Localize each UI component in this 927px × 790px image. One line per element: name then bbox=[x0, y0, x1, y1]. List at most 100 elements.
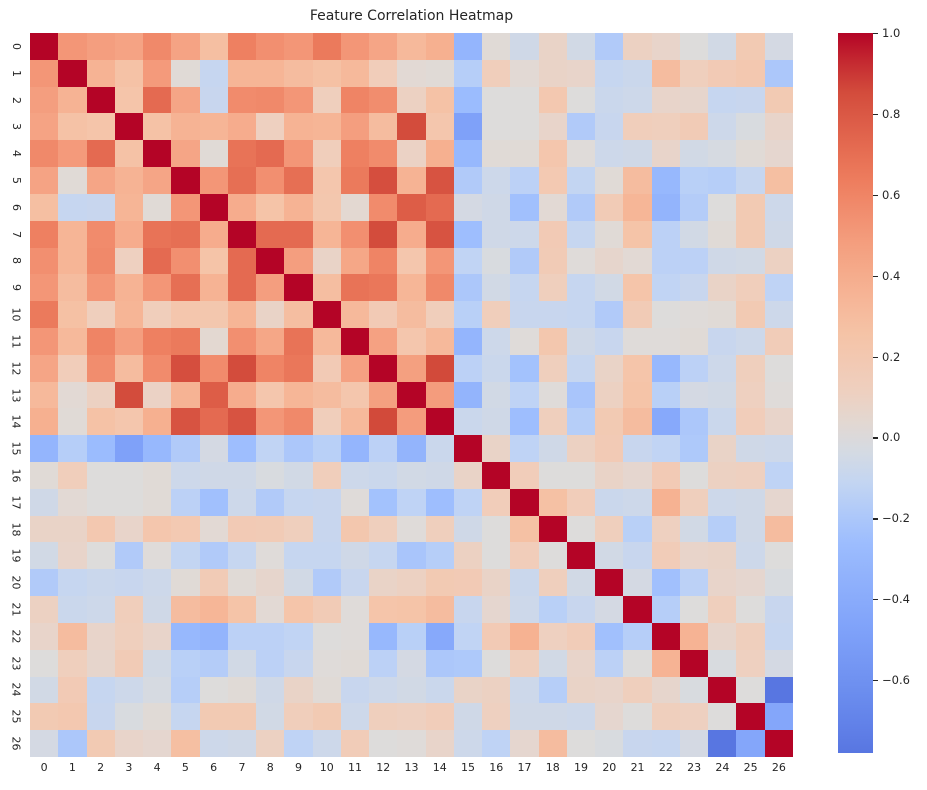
heatmap-cell bbox=[679, 569, 709, 597]
heatmap-cell bbox=[425, 113, 454, 141]
heatmap-cell bbox=[256, 354, 285, 382]
heatmap-cell bbox=[708, 247, 737, 275]
colorbar-tick-label: 0.8 bbox=[882, 106, 901, 121]
heatmap-cell bbox=[227, 59, 257, 87]
heatmap-cell bbox=[679, 703, 709, 731]
heatmap-cell bbox=[566, 247, 596, 275]
heatmap-cell bbox=[708, 86, 737, 114]
heatmap-cell bbox=[256, 33, 285, 60]
heatmap-cell bbox=[566, 622, 596, 650]
heatmap-cell bbox=[566, 167, 596, 194]
heatmap-cell bbox=[369, 140, 398, 168]
heatmap-cell bbox=[397, 59, 426, 87]
heatmap-cell bbox=[86, 515, 115, 543]
heatmap-cell bbox=[425, 354, 454, 382]
heatmap-cell bbox=[58, 703, 87, 731]
heatmap-cell bbox=[595, 113, 624, 141]
heatmap-cell bbox=[58, 488, 87, 516]
heatmap-cell bbox=[227, 274, 257, 302]
heatmap-cell bbox=[566, 59, 596, 87]
heatmap-cell bbox=[651, 140, 680, 168]
heatmap-cell bbox=[538, 488, 567, 516]
heatmap-cell bbox=[340, 703, 370, 731]
heatmap-cell bbox=[114, 274, 144, 302]
heatmap-cell bbox=[227, 167, 257, 194]
heatmap-cell bbox=[453, 408, 483, 436]
heatmap-cell bbox=[736, 515, 765, 543]
heatmap-cell bbox=[397, 220, 426, 248]
heatmap-cell bbox=[256, 622, 285, 650]
heatmap-cell bbox=[623, 59, 652, 87]
heatmap-cell bbox=[679, 730, 709, 757]
heatmap-cell bbox=[143, 301, 172, 328]
heatmap-cell bbox=[171, 247, 200, 275]
heatmap-cell bbox=[425, 542, 454, 570]
heatmap-cell bbox=[425, 140, 454, 168]
heatmap-cell bbox=[764, 59, 793, 87]
heatmap-cell bbox=[679, 59, 709, 87]
x-tick-label: 10 bbox=[319, 761, 334, 774]
heatmap-cell bbox=[114, 649, 144, 677]
heatmap-cell bbox=[538, 33, 567, 60]
heatmap-cell bbox=[227, 462, 257, 489]
heatmap-cell bbox=[30, 676, 59, 704]
heatmap-cell bbox=[114, 354, 144, 382]
heatmap-cell bbox=[764, 301, 793, 328]
heatmap-cell bbox=[86, 354, 115, 382]
heatmap-cell bbox=[369, 569, 398, 597]
heatmap-cell bbox=[651, 703, 680, 731]
heatmap-cell bbox=[425, 274, 454, 302]
heatmap-cell bbox=[708, 596, 737, 623]
heatmap-cell bbox=[340, 113, 370, 141]
heatmap-cell bbox=[397, 193, 426, 221]
heatmap-cell bbox=[312, 649, 341, 677]
heatmap-cell bbox=[397, 569, 426, 597]
heatmap-cell bbox=[227, 542, 257, 570]
heatmap-cell bbox=[397, 462, 426, 489]
heatmap-cell bbox=[453, 301, 483, 328]
heatmap-cell bbox=[708, 622, 737, 650]
heatmap-cell bbox=[566, 676, 596, 704]
heatmap-cell bbox=[340, 220, 370, 248]
heatmap-cell bbox=[256, 435, 285, 463]
heatmap-cell bbox=[114, 167, 144, 194]
heatmap-cell bbox=[425, 596, 454, 623]
heatmap-cell bbox=[256, 140, 285, 168]
colorbar-tick-label: −0.2 bbox=[882, 511, 910, 526]
heatmap-cell bbox=[679, 327, 709, 355]
heatmap-cell bbox=[566, 515, 596, 543]
heatmap-cell bbox=[256, 220, 285, 248]
heatmap-cell bbox=[510, 33, 539, 60]
x-tick-label: 6 bbox=[210, 761, 218, 774]
heatmap-cell bbox=[369, 301, 398, 328]
heatmap-cell bbox=[284, 435, 313, 463]
heatmap-cell bbox=[623, 703, 652, 731]
heatmap-cell bbox=[482, 140, 511, 168]
heatmap-cell bbox=[595, 408, 624, 436]
heatmap-cell bbox=[538, 247, 567, 275]
heatmap-cell bbox=[397, 33, 426, 60]
heatmap-cell bbox=[425, 515, 454, 543]
heatmap-cell bbox=[651, 247, 680, 275]
heatmap-cell bbox=[510, 462, 539, 489]
heatmap-cell bbox=[30, 703, 59, 731]
heatmap-cell bbox=[595, 193, 624, 221]
heatmap-cell bbox=[510, 59, 539, 87]
heatmap-cell bbox=[227, 140, 257, 168]
heatmap-cell bbox=[114, 301, 144, 328]
heatmap-cell bbox=[284, 301, 313, 328]
heatmap-cell bbox=[708, 193, 737, 221]
heatmap-cell bbox=[86, 408, 115, 436]
heatmap-cell bbox=[764, 327, 793, 355]
heatmap-cell bbox=[256, 462, 285, 489]
heatmap-cell bbox=[736, 354, 765, 382]
heatmap-cell bbox=[369, 327, 398, 355]
heatmap-cell bbox=[736, 113, 765, 141]
heatmap-cell bbox=[764, 86, 793, 114]
heatmap-cell bbox=[143, 408, 172, 436]
heatmap-cell bbox=[623, 33, 652, 60]
heatmap-cell bbox=[369, 33, 398, 60]
heatmap-cell bbox=[340, 381, 370, 409]
heatmap-cell bbox=[764, 247, 793, 275]
heatmap-cell bbox=[256, 408, 285, 436]
